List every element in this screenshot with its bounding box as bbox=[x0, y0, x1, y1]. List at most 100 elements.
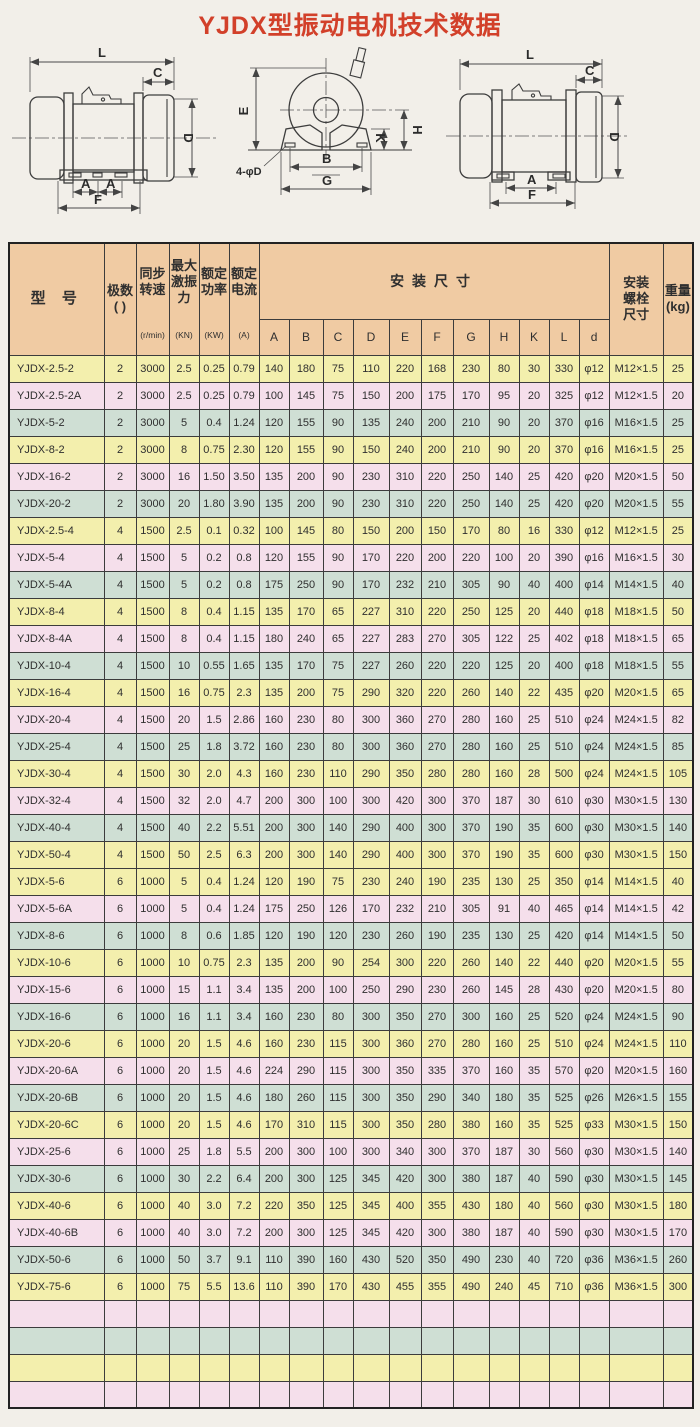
value-cell: φ14 bbox=[578, 894, 610, 923]
value-cell: 230 bbox=[288, 1029, 324, 1058]
value-cell: 310 bbox=[388, 462, 422, 491]
model-cell: YJDX-40-6B bbox=[8, 1218, 105, 1247]
value-cell: 220 bbox=[420, 489, 454, 518]
value-cell: 0.2 bbox=[198, 570, 230, 599]
col-header-dim-L: L bbox=[548, 318, 580, 356]
value-cell bbox=[228, 1353, 260, 1382]
value-cell: φ36 bbox=[578, 1272, 610, 1301]
value-cell: 402 bbox=[548, 624, 580, 653]
value-cell: 220 bbox=[388, 354, 422, 383]
value-cell: 10 bbox=[168, 948, 200, 977]
spec-table-wrapper: 型 号 极数 ( ) 同步 转速 (r/min) 最大 激振 力 (KN) 额定 功… bbox=[8, 242, 695, 1409]
model-cell: YJDX-20-4 bbox=[8, 705, 105, 734]
value-cell: 500 bbox=[548, 759, 580, 788]
value-cell: M20×1.5 bbox=[608, 678, 664, 707]
value-cell: 6 bbox=[103, 1272, 137, 1301]
value-cell: 6 bbox=[103, 975, 137, 1004]
value-cell: 355 bbox=[420, 1272, 454, 1301]
value-cell: 510 bbox=[548, 732, 580, 761]
value-cell: 6 bbox=[103, 1083, 137, 1112]
value-cell: 40 bbox=[518, 1218, 550, 1247]
value-cell: 170 bbox=[352, 570, 390, 599]
value-cell bbox=[518, 1380, 550, 1409]
value-cell: 80 bbox=[488, 354, 520, 383]
value-cell: φ14 bbox=[578, 570, 610, 599]
value-cell: 90 bbox=[322, 570, 354, 599]
value-cell: 0.4 bbox=[198, 597, 230, 626]
value-cell: 25 bbox=[518, 705, 550, 734]
dim-label-E: E bbox=[236, 106, 251, 115]
value-cell: 110 bbox=[258, 1272, 290, 1301]
value-cell: 160 bbox=[258, 705, 290, 734]
value-cell: 590 bbox=[548, 1164, 580, 1193]
value-cell: φ18 bbox=[578, 651, 610, 680]
value-cell: 2.5 bbox=[168, 354, 200, 383]
value-cell: M14×1.5 bbox=[608, 894, 664, 923]
value-cell: 180 bbox=[488, 1083, 520, 1112]
value-cell: φ24 bbox=[578, 1029, 610, 1058]
value-cell: 230 bbox=[352, 867, 390, 896]
value-cell: 100 bbox=[258, 516, 290, 545]
model-cell: YJDX-20-6C bbox=[8, 1110, 105, 1139]
value-cell: 290 bbox=[420, 1083, 454, 1112]
value-cell: 230 bbox=[288, 705, 324, 734]
dim-label-G: G bbox=[322, 173, 332, 188]
value-cell bbox=[322, 1380, 354, 1409]
value-cell: 0.79 bbox=[228, 381, 260, 410]
value-cell bbox=[135, 1353, 170, 1382]
value-cell: 50 bbox=[168, 840, 200, 869]
value-cell: 1500 bbox=[135, 597, 170, 626]
value-cell: 155 bbox=[662, 1083, 694, 1112]
value-cell: 155 bbox=[288, 543, 324, 572]
value-cell: 170 bbox=[288, 597, 324, 626]
value-cell: 20 bbox=[518, 435, 550, 464]
table-row: YJDX-15-6 6 1000 15 1.1 3.4 135 200 100 250 290 230… bbox=[8, 975, 694, 1004]
value-cell: 220 bbox=[420, 948, 454, 977]
table-row: YJDX-2.5-2A 2 3000 2.5 0.25 0.79 100 145 75 150 20… bbox=[8, 381, 694, 410]
table-row: YJDX-16-4 4 1500 16 0.75 2.3 135 200 75 290 320 220… bbox=[8, 678, 694, 707]
value-cell: 1000 bbox=[135, 948, 170, 977]
value-cell: 300 bbox=[352, 1137, 390, 1166]
value-cell: 1.24 bbox=[228, 408, 260, 437]
value-cell: 1000 bbox=[135, 1110, 170, 1139]
value-cell: 120 bbox=[258, 408, 290, 437]
value-cell: 25 bbox=[518, 462, 550, 491]
value-cell: 200 bbox=[288, 489, 324, 518]
value-cell: 2 bbox=[103, 462, 137, 491]
table-row: YJDX-75-6 6 1000 75 5.5 13.6 110 390 170 430 455 35… bbox=[8, 1272, 694, 1301]
model-cell: YJDX-5-2 bbox=[8, 408, 105, 437]
value-cell: 305 bbox=[452, 570, 490, 599]
table-row: YJDX-8-2 2 3000 8 0.75 2.30 120 155 90 150 240 200 2… bbox=[8, 435, 694, 464]
model-cell: YJDX-32-4 bbox=[8, 786, 105, 815]
value-cell: M30×1.5 bbox=[608, 786, 664, 815]
value-cell: 300 bbox=[420, 786, 454, 815]
value-cell: 6 bbox=[103, 1137, 137, 1166]
value-cell bbox=[352, 1299, 390, 1328]
value-cell: 220 bbox=[420, 462, 454, 491]
value-cell bbox=[488, 1353, 520, 1382]
value-cell: 90 bbox=[488, 435, 520, 464]
model-cell: YJDX-10-4 bbox=[8, 651, 105, 680]
value-cell: 100 bbox=[258, 381, 290, 410]
value-cell: 4 bbox=[103, 786, 137, 815]
value-cell bbox=[452, 1299, 490, 1328]
value-cell bbox=[168, 1326, 200, 1355]
value-cell: φ16 bbox=[578, 408, 610, 437]
value-cell: φ33 bbox=[578, 1110, 610, 1139]
value-cell: 370 bbox=[452, 840, 490, 869]
value-cell: 126 bbox=[322, 894, 354, 923]
value-cell bbox=[488, 1326, 520, 1355]
value-cell: 160 bbox=[488, 1002, 520, 1031]
value-cell: 1500 bbox=[135, 840, 170, 869]
value-cell: 22 bbox=[518, 678, 550, 707]
col-header-speed: 同步 转速 (r/min) bbox=[135, 242, 170, 356]
value-cell: 6 bbox=[103, 921, 137, 950]
model-cell: YJDX-20-6A bbox=[8, 1056, 105, 1085]
value-cell: 4 bbox=[103, 759, 137, 788]
value-cell bbox=[420, 1380, 454, 1409]
value-cell: 4.7 bbox=[228, 786, 260, 815]
value-cell: 40 bbox=[662, 570, 694, 599]
model-cell: YJDX-50-6 bbox=[8, 1245, 105, 1274]
dim-label-A1: A bbox=[81, 176, 91, 191]
value-cell: 360 bbox=[388, 732, 422, 761]
